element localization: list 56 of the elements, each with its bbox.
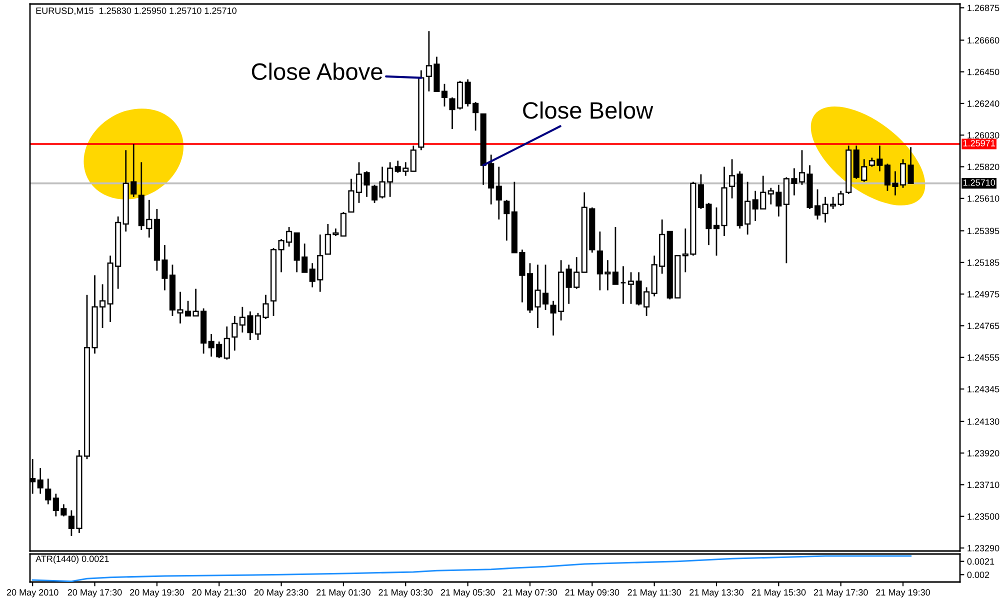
candlestick [372, 184, 378, 204]
ref-line-label: 1.25971 [963, 140, 995, 146]
annotation: Close Above [252, 62, 382, 80]
x-tick-label: 21 May 11:30 [628, 589, 681, 598]
y-tick-label: 1.24130 [968, 418, 1000, 425]
annotation: Close Below [523, 101, 654, 119]
candlestick [441, 83, 448, 108]
x-tick-label: 21 May 19:30 [876, 589, 930, 598]
x-tick-label: 20 May 21:30 [192, 589, 246, 598]
candlestick [232, 315, 238, 352]
y-tick-label: 1.26660 [968, 37, 1000, 44]
x-tick-label: 21 May 07:30 [503, 589, 557, 598]
candlestick [838, 190, 844, 207]
candlestick [340, 211, 346, 237]
candlestick [37, 467, 44, 494]
candlestick [224, 326, 230, 360]
y-tick-label: 1.25395 [968, 228, 1000, 234]
x-tick-label: 20 May 19:30 [130, 589, 184, 598]
y-tick-label: 1.23290 [968, 544, 1000, 552]
x-tick-label: 21 May 09:30 [565, 589, 620, 598]
candlestick [496, 166, 502, 220]
y-tick-label: 1.24975 [968, 291, 1000, 298]
chart-title: ATR(1440) 0.0021 [36, 555, 109, 564]
y-tick-label: 1.26030 [968, 132, 1000, 138]
y-tick-label: 0.0021 [967, 558, 994, 565]
y-tick-label: 1.23920 [968, 450, 1000, 456]
candlestick [620, 266, 626, 305]
y-tick-label: 1.24555 [968, 354, 1000, 361]
candlestick [729, 158, 736, 200]
y-tick-label: 1.25185 [968, 259, 1000, 266]
y-tick-label: 1.26875 [968, 4, 1000, 12]
x-tick-label: 20 May 23:30 [254, 589, 308, 598]
y-tick-label: 1.25610 [968, 195, 1000, 202]
x-tick-label: 21 May 05:30 [440, 589, 495, 598]
y-tick-label: 1.25820 [968, 164, 1000, 170]
y-tick-label: 0.002 [967, 572, 990, 578]
candlestick [410, 144, 416, 172]
y-tick-label: 1.23710 [968, 482, 1000, 488]
x-tick-label: 21 May 15:30 [752, 589, 806, 598]
candlestick [612, 226, 618, 285]
x-tick-label: 21 May 17:30 [814, 589, 868, 598]
chart-title: EURUSD,M15 1.25830 1.25950 1.25710 1.25710 [36, 8, 236, 15]
line-series [32, 555, 912, 582]
ref-line-label: 1.25710 [963, 179, 996, 186]
y-tick-label: 1.24345 [968, 386, 1000, 392]
y-tick-label: 1.23500 [968, 513, 1000, 520]
x-tick-label: 21 May 13:30 [690, 589, 744, 598]
x-tick-label: 20 May 2010 [6, 589, 58, 598]
x-tick-label: 21 May 01:30 [316, 589, 370, 598]
x-tick-label: 20 May 17:30 [68, 589, 122, 598]
x-tick-label: 21 May 03:30 [378, 589, 433, 598]
y-tick-label: 1.24765 [968, 322, 1000, 330]
y-tick-label: 1.26450 [968, 68, 1000, 76]
y-tick-label: 1.26240 [968, 100, 1000, 107]
candlestick [504, 199, 510, 242]
candlestick [45, 478, 52, 505]
